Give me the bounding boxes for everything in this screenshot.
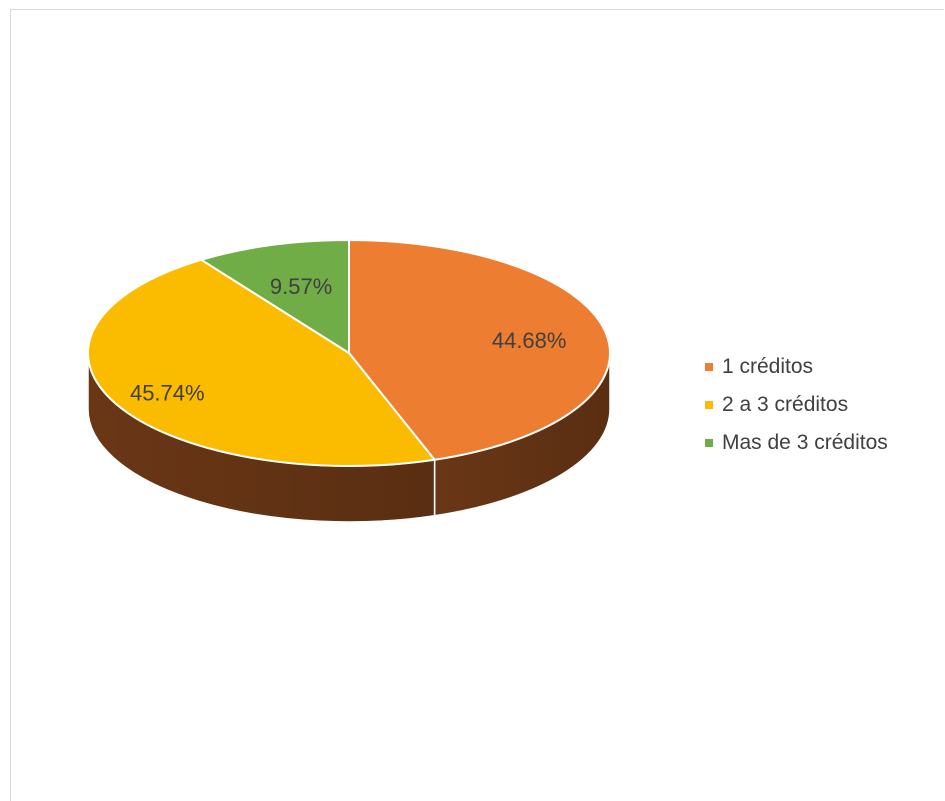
legend-item-1-creditos: 1 créditos xyxy=(705,348,888,386)
data-label-2-a-3-creditos: 45.74% xyxy=(130,381,205,406)
legend-swatch-mas-de-3-creditos xyxy=(705,439,713,447)
legend-label: 1 créditos xyxy=(722,355,814,378)
pie-labels: 44.68% 45.74% 9.57% xyxy=(130,274,567,406)
pie-slice-1-creditos xyxy=(348,239,611,461)
legend: 1 créditos 2 a 3 créditos Mas de 3 crédi… xyxy=(705,348,888,462)
legend-label: Mas de 3 créditos xyxy=(722,431,888,454)
pie-slice-mas-de-3-creditos xyxy=(200,239,350,354)
pie-slice-2-a-3-creditos xyxy=(87,258,436,467)
legend-label: 2 a 3 créditos xyxy=(722,393,849,416)
legend-swatch-1-creditos xyxy=(705,363,713,371)
pie-tops xyxy=(87,239,611,467)
data-label-1-creditos: 44.68% xyxy=(492,328,567,353)
legend-item-mas-de-3-creditos: Mas de 3 créditos xyxy=(705,424,888,462)
legend-swatch-2-a-3-creditos xyxy=(705,401,713,409)
legend-item-2-a-3-creditos: 2 a 3 créditos xyxy=(705,386,888,424)
chart-frame xyxy=(10,9,944,801)
data-label-mas-de-3-creditos: 9.57% xyxy=(270,274,332,299)
